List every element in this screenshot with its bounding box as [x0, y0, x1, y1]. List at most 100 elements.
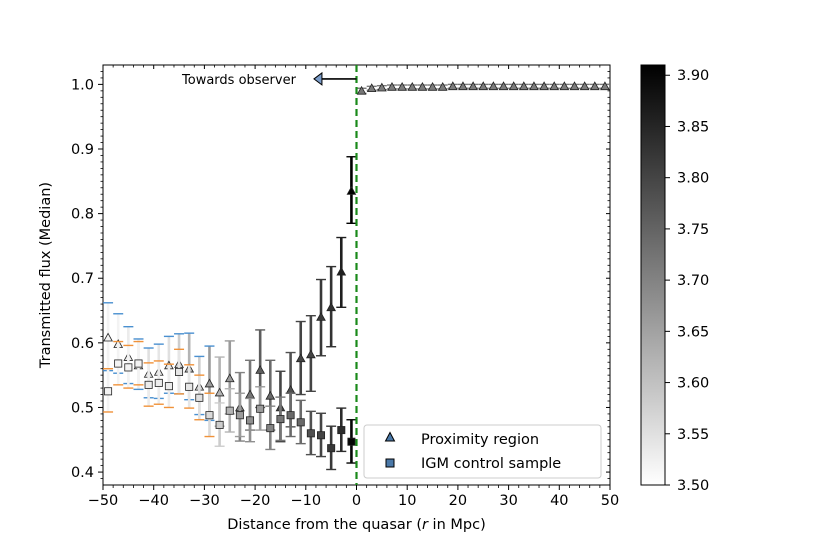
y-tick-label: 0.8	[71, 207, 94, 223]
series-igm	[103, 340, 357, 471]
data-point-square	[337, 426, 346, 435]
legend-label-igm: IGM control sample	[421, 456, 561, 472]
data-point-triangle	[437, 81, 448, 91]
data-point-triangle	[589, 81, 600, 91]
data-point-square	[256, 404, 265, 413]
data-point-square	[317, 431, 326, 440]
data-point-square	[144, 380, 153, 389]
data-point-square	[347, 437, 356, 446]
annotation-arrow-head	[313, 71, 323, 86]
x-tick-label: −10	[290, 493, 321, 509]
data-point-square	[154, 378, 163, 387]
data-point-triangle	[387, 81, 397, 91]
x-tick-label: 20	[449, 493, 467, 509]
x-tick-label: 0	[352, 493, 361, 509]
data-point-square	[124, 363, 133, 372]
x-tick-label: 10	[398, 493, 416, 509]
y-tick-label: 0.5	[71, 400, 94, 416]
data-point-square	[185, 382, 194, 391]
data-point-triangle	[285, 384, 296, 394]
colorbar-tick-label: 3.65	[677, 324, 709, 340]
x-tick-label: −30	[189, 493, 220, 509]
colorbar-tick-label: 3.70	[677, 273, 709, 289]
data-point-triangle	[316, 311, 326, 321]
x-axis-label: Distance from the quasar (r in Mpc)	[227, 517, 485, 533]
colorbar-tick-label: 3.75	[677, 222, 709, 238]
data-point-square	[235, 411, 244, 420]
data-point-square	[276, 415, 285, 424]
data-point-triangle	[488, 81, 499, 91]
data-point-square	[306, 429, 315, 438]
data-point-triangle	[529, 81, 539, 91]
colorbar-tick-label: 3.55	[677, 427, 709, 443]
data-point-triangle	[498, 81, 509, 91]
y-tick-label: 1.0	[71, 77, 94, 93]
data-point-square	[134, 359, 143, 368]
colorbar-tick-label: 3.90	[677, 68, 709, 84]
y-tick-label: 0.6	[71, 336, 94, 352]
x-axis-label-part: in Mpc)	[428, 517, 486, 533]
data-point-triangle	[366, 83, 377, 93]
data-point-triangle	[407, 81, 418, 91]
data-point-triangle	[336, 266, 347, 276]
colorbar-tick-label: 3.85	[677, 119, 709, 135]
data-point-triangle	[417, 81, 428, 91]
data-point-triangle	[103, 332, 113, 342]
colorbar-tick-label: 3.80	[677, 171, 709, 187]
data-point-square	[195, 393, 204, 402]
x-tick-label: −40	[138, 493, 169, 509]
data-point-square	[114, 359, 123, 368]
data-point-triangle	[224, 373, 235, 383]
data-point-triangle	[447, 81, 458, 91]
data-point-square	[164, 382, 173, 391]
data-point-triangle	[397, 81, 408, 91]
data-point-square	[246, 416, 255, 425]
data-point-square	[225, 406, 234, 415]
x-axis-label-part: Distance from the quasar (	[227, 517, 422, 533]
data-point-triangle	[468, 81, 478, 91]
data-point-triangle	[265, 390, 276, 400]
x-tick-label: −20	[240, 493, 271, 509]
data-point-triangle	[427, 81, 438, 91]
x-axis-label-part: r	[422, 517, 429, 533]
data-point-triangle	[255, 364, 266, 374]
legend-box	[363, 424, 602, 479]
data-point-square	[327, 444, 336, 453]
annotation-text: Towards observer	[181, 73, 297, 88]
data-point-triangle	[600, 81, 610, 91]
data-point-triangle	[458, 81, 468, 91]
data-point-square	[205, 411, 214, 420]
data-point-triangle	[518, 81, 529, 91]
data-point-triangle	[478, 81, 489, 91]
data-point-square	[175, 367, 184, 376]
y-tick-label: 0.4	[71, 465, 94, 481]
colorbar-tick-label: 3.50	[677, 478, 709, 494]
x-tick-label: 50	[601, 493, 619, 509]
data-point-triangle	[549, 81, 560, 91]
data-point-square	[266, 424, 275, 433]
legend-marker-triangle	[384, 431, 396, 442]
data-point-triangle	[245, 389, 255, 399]
data-point-triangle	[326, 302, 337, 312]
data-point-triangle	[376, 82, 387, 92]
data-point-square	[104, 387, 113, 396]
data-point-triangle	[579, 81, 590, 91]
data-point-triangle	[559, 81, 570, 91]
y-axis-label: Transmitted flux (Median)	[38, 182, 54, 369]
data-point-triangle	[305, 349, 316, 359]
colorbar: 3.50 3.55 3.60 3.65 3.70 3.75 3.80 3.85 3.90	[640, 64, 709, 494]
legend: Proximity region IGM control sample	[363, 424, 602, 479]
x-tick-label: 30	[499, 493, 517, 509]
legend-marker-square	[385, 458, 395, 468]
data-point-triangle	[356, 85, 367, 95]
colorbar-gradient	[640, 64, 666, 486]
y-tick-label: 0.9	[71, 142, 94, 158]
data-point-triangle	[295, 353, 306, 363]
data-point-square	[286, 411, 295, 420]
legend-label-proximity: Proximity region	[421, 432, 539, 448]
x-tick-label: 40	[550, 493, 568, 509]
colorbar-tick-label: 3.60	[677, 376, 709, 392]
x-tick-label: −50	[88, 493, 119, 509]
data-point-triangle	[539, 81, 549, 91]
data-point-square	[296, 418, 305, 427]
